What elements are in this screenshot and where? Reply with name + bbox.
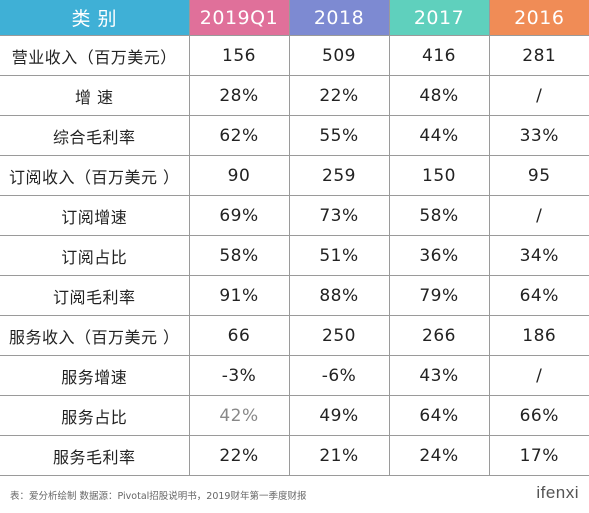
row-label: 服务毛利率 <box>0 435 190 476</box>
cell-value: 44% <box>388 115 490 156</box>
table-row: 服务占比 42% 49% 64% 66% <box>0 395 589 436</box>
header-category: 类 别 <box>0 0 190 36</box>
header-2016: 2016 <box>488 0 589 36</box>
cell-value: 48% <box>388 75 490 116</box>
cell-value: 73% <box>288 195 390 236</box>
cell-value: 21% <box>288 435 390 476</box>
row-label: 服务收入（百万美元 ） <box>0 315 190 356</box>
cell-value: 416 <box>388 35 490 76</box>
row-label: 服务增速 <box>0 355 190 396</box>
row-label: 订阅增速 <box>0 195 190 236</box>
cell-value: 64% <box>488 275 589 316</box>
header-2018: 2018 <box>288 0 390 36</box>
cell-value: 62% <box>188 115 290 156</box>
cell-value: 259 <box>288 155 390 196</box>
row-label: 综合毛利率 <box>0 115 190 156</box>
cell-value: 17% <box>488 435 589 476</box>
cell-value: 42% <box>188 395 290 436</box>
cell-value: 66 <box>188 315 290 356</box>
financial-table: 类 别 2019Q1 2018 2017 2016 营业收入（百万美元） 156… <box>0 0 589 476</box>
row-label: 服务占比 <box>0 395 190 436</box>
table-row: 订阅毛利率 91% 88% 79% 64% <box>0 275 589 316</box>
cell-value: 150 <box>388 155 490 196</box>
cell-value: 22% <box>288 75 390 116</box>
table-row: 订阅占比 58% 51% 36% 34% <box>0 235 589 276</box>
cell-value: 24% <box>388 435 490 476</box>
header-2019q1: 2019Q1 <box>188 0 290 36</box>
row-label: 订阅毛利率 <box>0 275 190 316</box>
cell-value: 51% <box>288 235 390 276</box>
cell-value: 95 <box>488 155 589 196</box>
cell-value: 90 <box>188 155 290 196</box>
cell-value: 69% <box>188 195 290 236</box>
row-label: 增 速 <box>0 75 190 116</box>
table-row: 订阅收入（百万美元 ） 90 259 150 95 <box>0 155 589 196</box>
cell-value: 49% <box>288 395 390 436</box>
cell-value: 250 <box>288 315 390 356</box>
cell-value: 28% <box>188 75 290 116</box>
table-row: 服务收入（百万美元 ） 66 250 266 186 <box>0 315 589 356</box>
cell-value: 36% <box>388 235 490 276</box>
table-row: 增 速 28% 22% 48% / <box>0 75 589 116</box>
cell-value: 266 <box>388 315 490 356</box>
figure-footer: 表：爱分析绘制 数据源：Pivotal招股说明书，2019财年第一季度财报 if… <box>0 475 589 513</box>
source-note: 表：爱分析绘制 数据源：Pivotal招股说明书，2019财年第一季度财报 <box>10 491 307 502</box>
cell-value: 58% <box>188 235 290 276</box>
cell-value: 156 <box>188 35 290 76</box>
cell-value: 66% <box>488 395 589 436</box>
cell-value: / <box>488 355 589 396</box>
cell-value: / <box>488 75 589 116</box>
table-row: 营业收入（百万美元） 156 509 416 281 <box>0 35 589 76</box>
table-row: 订阅增速 69% 73% 58% / <box>0 195 589 236</box>
cell-value: -6% <box>288 355 390 396</box>
cell-value: 43% <box>388 355 490 396</box>
header-2017: 2017 <box>388 0 490 36</box>
cell-value: 186 <box>488 315 589 356</box>
cell-value: 91% <box>188 275 290 316</box>
table-row: 服务毛利率 22% 21% 24% 17% <box>0 435 589 476</box>
cell-value: / <box>488 195 589 236</box>
cell-value: 88% <box>288 275 390 316</box>
cell-value: 64% <box>388 395 490 436</box>
cell-value: 22% <box>188 435 290 476</box>
cell-value: 33% <box>488 115 589 156</box>
table-row: 综合毛利率 62% 55% 44% 33% <box>0 115 589 156</box>
table-row: 服务增速 -3% -6% 43% / <box>0 355 589 396</box>
cell-value: 58% <box>388 195 490 236</box>
row-label: 订阅收入（百万美元 ） <box>0 155 190 196</box>
row-label: 营业收入（百万美元） <box>0 35 190 76</box>
row-label: 订阅占比 <box>0 235 190 276</box>
header-row: 类 别 2019Q1 2018 2017 2016 <box>0 0 589 36</box>
cell-value: 55% <box>288 115 390 156</box>
cell-value: 79% <box>388 275 490 316</box>
cell-value: 509 <box>288 35 390 76</box>
cell-value: -3% <box>188 355 290 396</box>
ifenxi-logo: ifenxi <box>536 483 579 502</box>
cell-value: 281 <box>488 35 589 76</box>
cell-value: 34% <box>488 235 589 276</box>
